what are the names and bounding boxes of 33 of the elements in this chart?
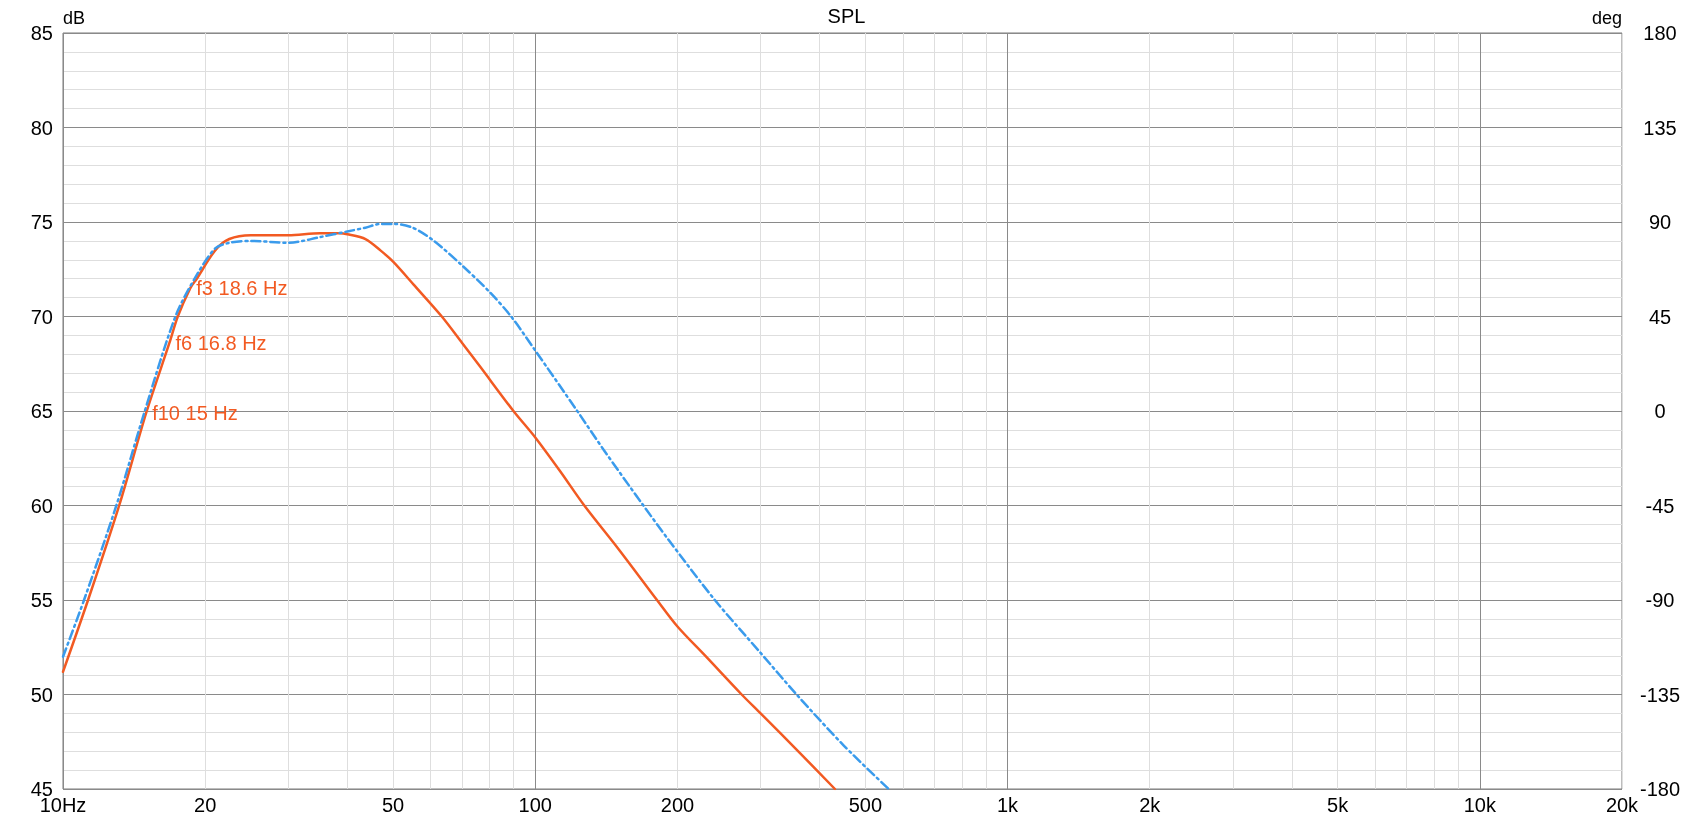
x-tick-label: 200 bbox=[660, 794, 695, 816]
y-tick-label: 65 bbox=[30, 400, 53, 422]
y-axis-title: dB bbox=[63, 8, 86, 28]
y-tick-label: 60 bbox=[30, 494, 53, 517]
y-tick-label: 50 bbox=[30, 683, 53, 706]
x-tick-label: 5k bbox=[1327, 794, 1350, 816]
x-tick-label: 100 bbox=[518, 794, 552, 816]
y-tick-label: 80 bbox=[30, 116, 53, 139]
x-tick-label: 500 bbox=[848, 794, 883, 816]
annotation: f10 15 Hz bbox=[152, 401, 238, 424]
y2-tick-label: 180 bbox=[1643, 22, 1677, 44]
x-tick-label: 1k bbox=[996, 794, 1020, 816]
y2-tick-label: -45 bbox=[1645, 494, 1675, 517]
y2-tick-label: -135 bbox=[1639, 683, 1681, 706]
x-tick-label: 50 bbox=[381, 794, 405, 816]
y2-tick-label: 90 bbox=[1648, 211, 1672, 233]
y2-tick-label: 135 bbox=[1643, 116, 1677, 139]
annotation: f6 16.8 Hz bbox=[175, 331, 267, 354]
y2-axis-title: deg bbox=[1591, 8, 1622, 28]
x-tick-label: 2k bbox=[1139, 794, 1162, 816]
y-tick-label: 85 bbox=[30, 22, 53, 44]
chart-title: SPL bbox=[827, 5, 866, 27]
x-tick-label: 20k bbox=[1605, 794, 1640, 816]
y2-tick-label: -90 bbox=[1645, 589, 1675, 611]
y2-tick-label: 0 bbox=[1654, 400, 1666, 422]
y2-tick-label: 45 bbox=[1648, 305, 1672, 328]
annotation: f3 18.6 Hz bbox=[196, 277, 288, 300]
y-tick-label: 75 bbox=[30, 211, 53, 233]
y-tick-label: 55 bbox=[30, 589, 53, 611]
x-tick-label: 20 bbox=[194, 794, 217, 816]
y-tick-label: 70 bbox=[30, 305, 53, 328]
y2-tick-label: -180 bbox=[1639, 778, 1681, 800]
x-tick-label: 10k bbox=[1463, 794, 1497, 816]
